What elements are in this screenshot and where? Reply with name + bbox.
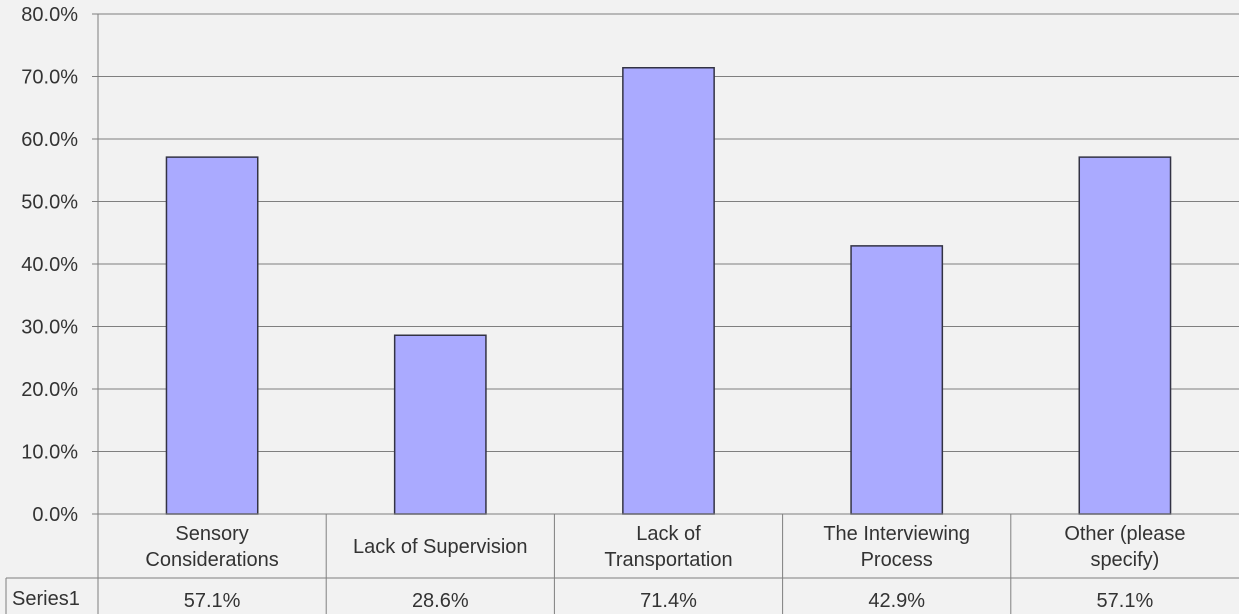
category-label: Sensory Considerations bbox=[145, 523, 278, 571]
category-label: Lack of Supervision bbox=[353, 536, 528, 558]
y-tick-label: 0.0% bbox=[32, 504, 78, 526]
y-tick-label: 60.0% bbox=[21, 129, 78, 151]
series-name-label: Series1 bbox=[12, 588, 80, 610]
data-value-label: 57.1% bbox=[1097, 590, 1154, 612]
y-tick-label: 30.0% bbox=[21, 317, 78, 339]
data-table: Sensory Considerations Lack of Supervision… bbox=[5, 513, 1239, 614]
y-tick-label: 40.0% bbox=[21, 254, 78, 276]
bar bbox=[1078, 156, 1172, 515]
bar bbox=[393, 334, 487, 515]
y-tick-label: 70.0% bbox=[21, 67, 78, 89]
data-value-label: 71.4% bbox=[640, 590, 697, 612]
data-value-label: 42.9% bbox=[868, 590, 925, 612]
y-tick-label: 50.0% bbox=[21, 192, 78, 214]
bar bbox=[165, 156, 259, 515]
data-value-label: 57.1% bbox=[184, 590, 241, 612]
data-value-label: 28.6% bbox=[412, 590, 469, 612]
category-label: The Interviewing Process bbox=[823, 523, 970, 571]
bars bbox=[165, 67, 1172, 515]
y-tick-label: 20.0% bbox=[21, 379, 78, 401]
y-tick-label: 10.0% bbox=[21, 442, 78, 464]
y-axis-tick-labels: 0.0% 10.0% 20.0% 30.0% 40.0% 50.0% 60.0% 70.0% 8… bbox=[21, 4, 78, 526]
bar bbox=[622, 67, 715, 515]
bar bbox=[850, 245, 944, 515]
y-tick-label: 80.0% bbox=[21, 4, 78, 26]
category-label: Other (please specify) bbox=[1064, 523, 1185, 571]
category-label: Lack of Transportation bbox=[604, 523, 732, 571]
